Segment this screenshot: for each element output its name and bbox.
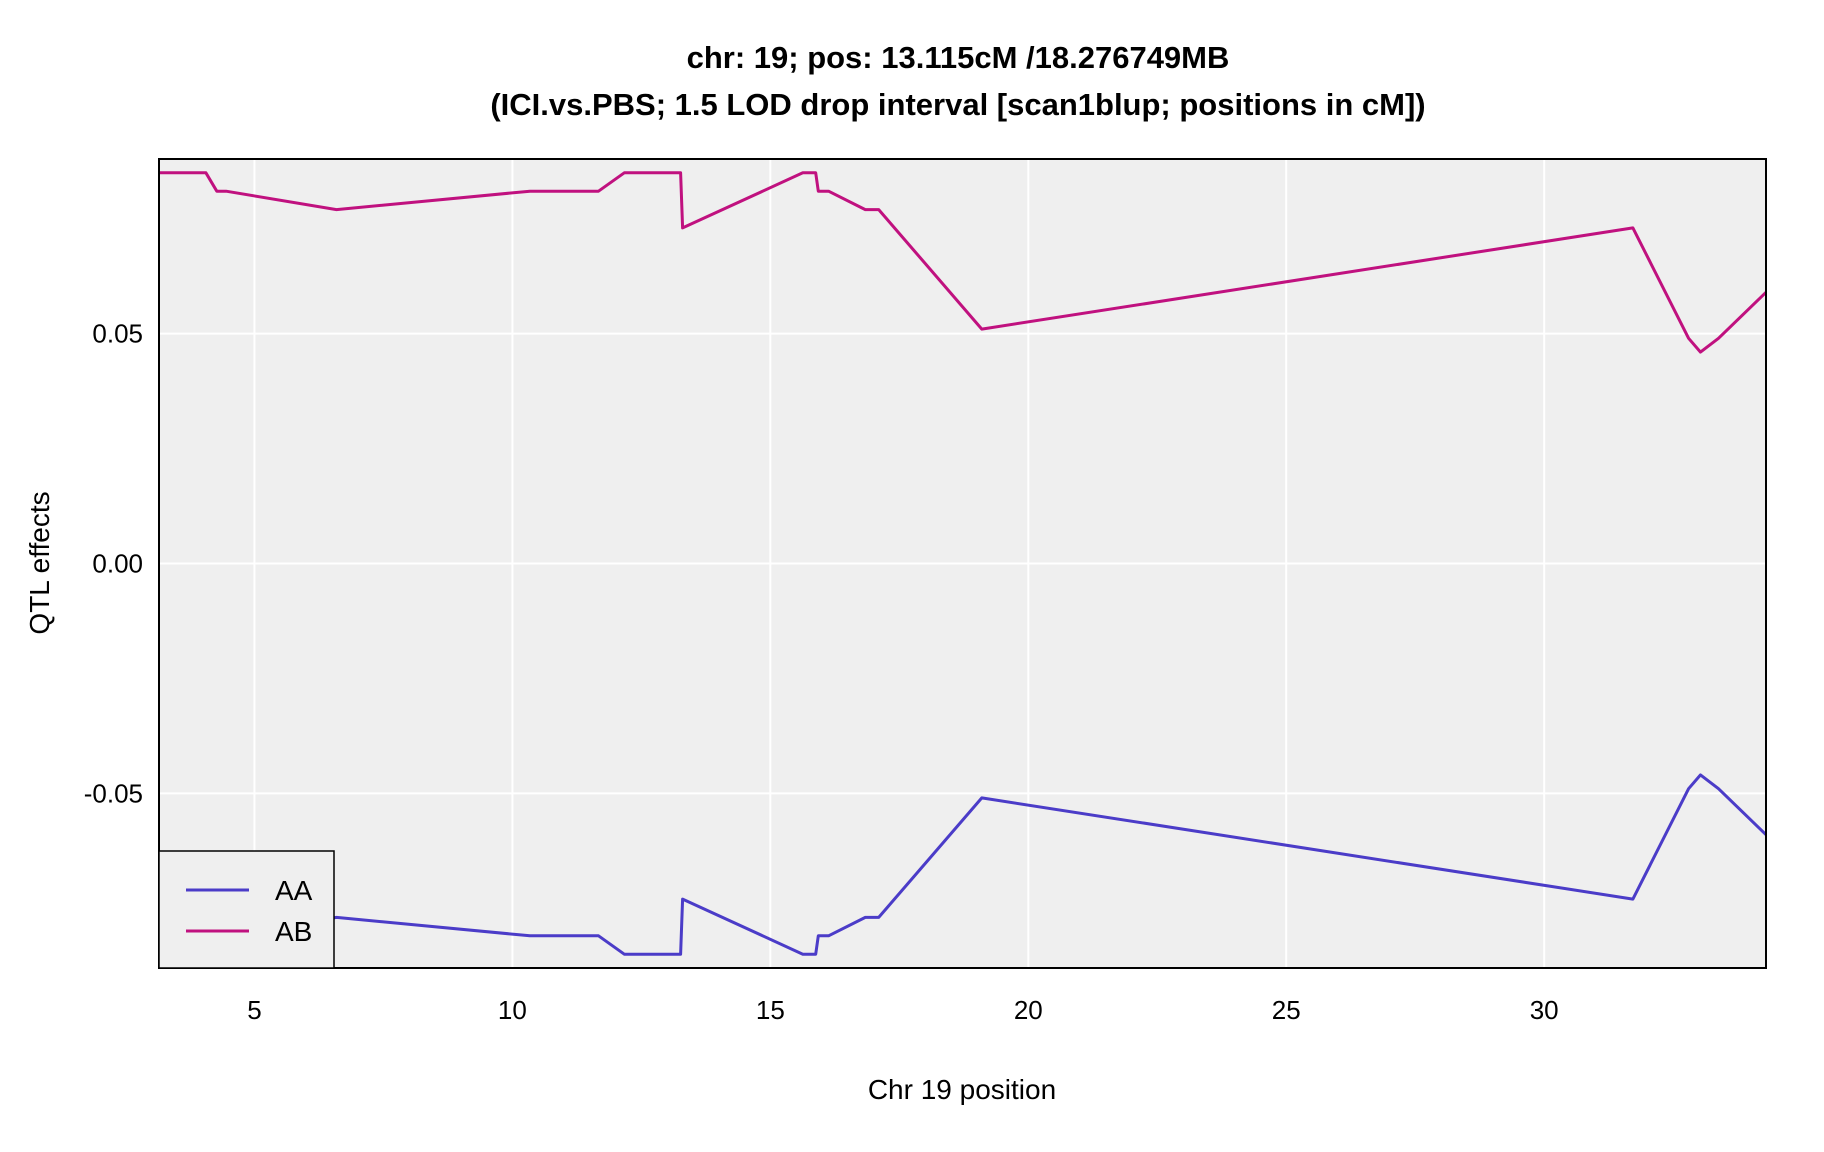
- y-axis-ticks: 0.05 0.00 -0.05: [84, 319, 143, 809]
- legend-box: [158, 850, 335, 969]
- x-tick-label: 25: [1272, 995, 1301, 1025]
- x-tick-label: 20: [1014, 995, 1043, 1025]
- y-axis-label: QTL effects: [24, 491, 55, 634]
- x-tick-label: 15: [756, 995, 785, 1025]
- chart-subtitle: (ICI.vs.PBS; 1.5 LOD drop interval [scan…: [490, 87, 1425, 122]
- y-tick-label: 0.00: [92, 549, 143, 579]
- legend-label-aa: AA: [275, 875, 313, 906]
- legend: AA AB: [158, 850, 335, 969]
- x-axis-label: Chr 19 position: [868, 1074, 1056, 1105]
- chart-title: chr: 19; pos: 13.115cM /18.276749MB: [687, 40, 1230, 75]
- x-tick-label: 30: [1530, 995, 1559, 1025]
- grid-lines: [159, 159, 1766, 968]
- x-tick-label: 10: [498, 995, 527, 1025]
- y-tick-label: 0.05: [92, 319, 143, 349]
- series-line-ab: [159, 171, 1766, 354]
- x-tick-label: 5: [247, 995, 261, 1025]
- legend-label-ab: AB: [275, 916, 312, 947]
- x-axis-ticks: 5 10 15 20 25 30: [247, 995, 1558, 1025]
- y-tick-label: -0.05: [84, 778, 143, 808]
- plot-frame: [158, 158, 1767, 969]
